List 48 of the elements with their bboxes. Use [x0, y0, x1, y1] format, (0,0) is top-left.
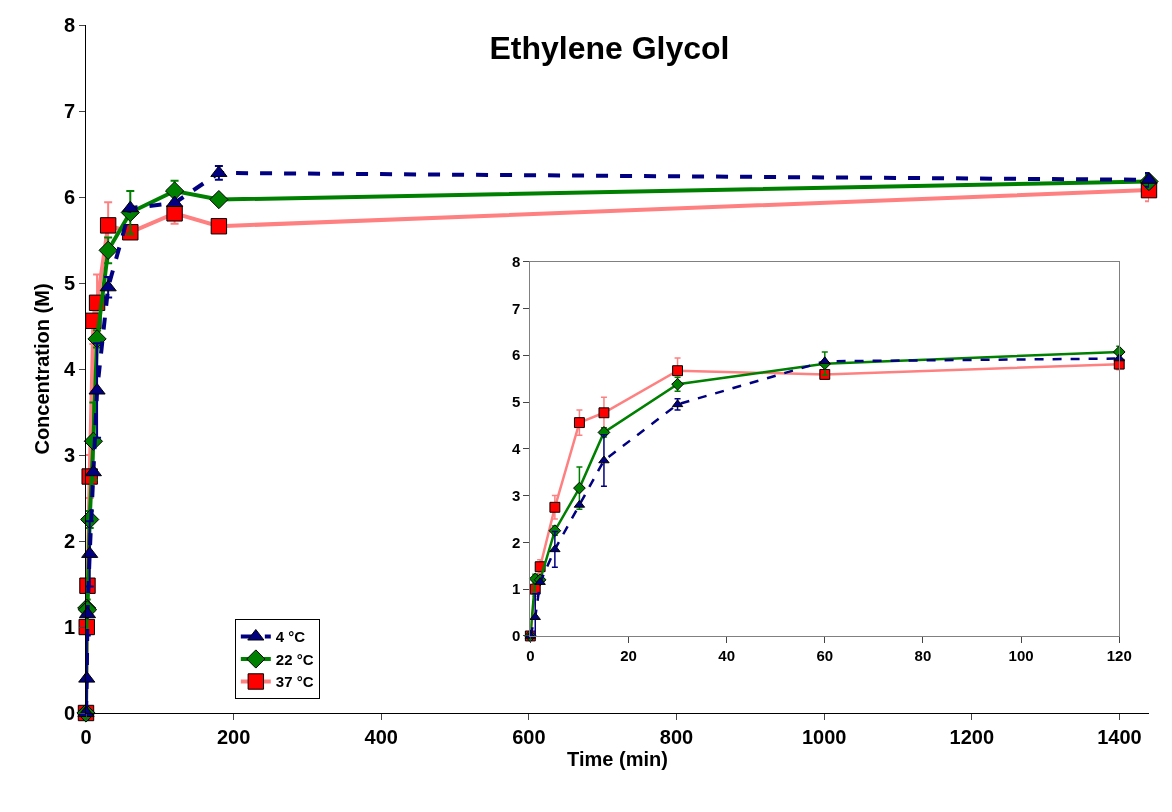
- y-tick-label: 2: [63, 530, 75, 552]
- y-tick-label: 6: [63, 186, 75, 208]
- x-tick-label: 0: [526, 646, 535, 664]
- point: [84, 464, 102, 477]
- point: [121, 200, 139, 213]
- y-tick-label: 3: [63, 444, 75, 466]
- x-tick-label: 0: [80, 726, 92, 748]
- y-tick-label: 0: [63, 702, 75, 724]
- x-tick-label: 40: [718, 646, 735, 664]
- x-tick-label: 1200: [949, 726, 995, 748]
- point: [209, 189, 229, 210]
- y-tick-label: 1: [511, 580, 521, 598]
- chart-title: Ethylene Glycol: [489, 29, 730, 66]
- x-tick-label: 120: [1106, 646, 1132, 664]
- y-tick-label: 2: [511, 533, 521, 551]
- y-tick-label: 5: [63, 272, 75, 294]
- y-tick-label: 6: [511, 346, 521, 364]
- x-axis-title: Time (min): [567, 748, 668, 770]
- y-tick-label: 0: [511, 627, 521, 645]
- x-tick-label: 200: [216, 726, 251, 748]
- legend-label: 37 °C: [275, 673, 314, 691]
- x-tick-label: 1000: [801, 726, 847, 748]
- y-axis-title: Concentration (M): [31, 283, 54, 455]
- legend-label: 4 °C: [275, 628, 306, 646]
- point: [99, 279, 117, 292]
- x-tick-label: 800: [659, 726, 694, 748]
- y-tick-label: 7: [63, 100, 75, 122]
- y-tick-label: 8: [511, 252, 521, 270]
- x-tick-label: 60: [816, 646, 834, 664]
- point: [98, 240, 118, 260]
- point: [549, 544, 561, 553]
- point: [598, 455, 610, 464]
- x-tick-label: 400: [364, 726, 398, 748]
- point: [573, 481, 586, 495]
- y-tick-label: 5: [511, 393, 521, 411]
- legend-label: 22 °C: [275, 650, 314, 668]
- x-tick-label: 600: [512, 726, 546, 748]
- y-tick-label: 4: [63, 358, 76, 380]
- x-tick-label: 100: [1008, 646, 1034, 664]
- y-tick-label: 1: [63, 616, 75, 638]
- y-tick-label: 7: [511, 299, 521, 317]
- x-tick-label: 20: [620, 646, 637, 664]
- y-tick-label: 4: [511, 440, 521, 458]
- point: [819, 356, 831, 365]
- x-tick-label: 80: [914, 646, 932, 664]
- y-tick-label: 3: [511, 486, 521, 504]
- y-tick-label: 8: [63, 14, 75, 36]
- x-tick-label: 1400: [1097, 726, 1142, 748]
